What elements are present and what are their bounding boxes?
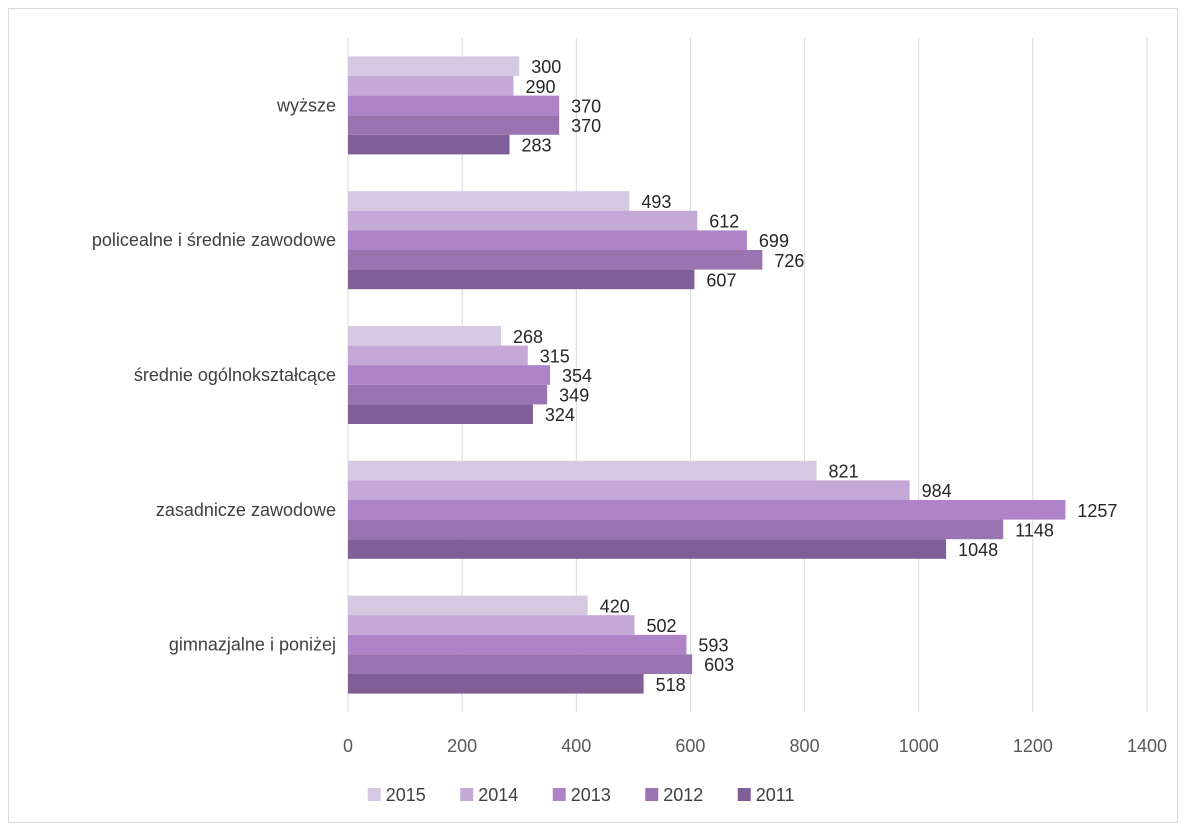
bar-2014 [348, 76, 514, 96]
bar-2015 [348, 191, 630, 211]
data-label: 290 [526, 77, 556, 97]
category-labels: wyższe policealne i średnie zawodowe średn… [92, 95, 336, 654]
x-tick-label: 1000 [899, 736, 939, 756]
bar-2012 [348, 654, 693, 674]
bar-2011 [348, 404, 533, 424]
data-label: 518 [656, 675, 686, 695]
legend-swatch [552, 788, 566, 801]
category-label: średnie ogólnokształcące [134, 365, 336, 385]
bar-2013 [348, 634, 687, 655]
data-label: 612 [709, 212, 739, 232]
data-label: 349 [559, 386, 589, 406]
data-label: 603 [704, 655, 734, 675]
data-label: 1048 [958, 540, 998, 560]
legend-swatch [460, 788, 474, 801]
bar-2011 [348, 134, 510, 155]
legend-label: 2015 [386, 785, 426, 805]
bar-2013 [348, 365, 551, 385]
data-label: 300 [531, 57, 561, 77]
data-label: 593 [698, 636, 728, 656]
data-label: 984 [922, 481, 952, 501]
data-label: 283 [522, 136, 552, 156]
data-label: 420 [600, 596, 630, 616]
x-tick-label: 1200 [1013, 736, 1053, 756]
legend-label: 2011 [756, 785, 795, 805]
data-label: 502 [646, 616, 676, 636]
category-label: wyższe [276, 95, 336, 115]
data-labels: 3002903703702834936126997266072683153543… [513, 57, 1117, 695]
legend-swatch [367, 788, 381, 801]
bar-2013 [348, 95, 560, 116]
data-label: 268 [513, 327, 543, 347]
data-label: 354 [562, 366, 592, 386]
legend-label: 2013 [571, 785, 611, 805]
data-label: 1257 [1077, 501, 1117, 521]
bar-2014 [348, 210, 698, 231]
legend-swatch [645, 788, 659, 801]
data-label: 607 [706, 270, 736, 290]
legend-label: 2012 [663, 785, 703, 805]
category-label: gimnazjalne i poniżej [169, 635, 336, 655]
data-label: 726 [774, 251, 804, 271]
bar-2012 [348, 384, 548, 405]
legend-label: 2014 [478, 785, 518, 805]
x-tick-label: 1400 [1127, 736, 1167, 756]
legend: 2015 2014 2013 2012 2011 [367, 785, 795, 805]
bar-2012 [348, 115, 560, 135]
bar-2014 [348, 480, 910, 500]
data-label: 324 [545, 405, 575, 425]
x-tick-label: 400 [561, 736, 591, 756]
bar-2015 [348, 595, 588, 616]
bar-2011 [348, 539, 947, 559]
x-tick-label: 0 [343, 736, 353, 756]
data-label: 315 [540, 346, 570, 366]
bar-2015 [348, 460, 817, 481]
category-label: zasadnicze zawodowe [156, 500, 336, 520]
bar-2012 [348, 250, 763, 270]
x-tick-label: 600 [675, 736, 705, 756]
data-label: 370 [571, 116, 601, 136]
data-label: 493 [641, 192, 671, 212]
bar-2014 [348, 615, 635, 635]
bar-2013 [348, 230, 747, 250]
x-tick-label: 800 [790, 736, 820, 756]
data-label: 1148 [1015, 520, 1054, 540]
data-label: 821 [829, 462, 859, 482]
x-tick-label: 200 [447, 736, 477, 756]
bar-2012 [348, 519, 1004, 540]
bar-2015 [348, 56, 520, 76]
bar-2014 [348, 345, 528, 366]
tick-labels: 0 200 400 600 800 1000 1200 1400 [343, 736, 1167, 756]
bar-2011 [348, 674, 644, 694]
bar-2015 [348, 326, 501, 346]
bars [348, 56, 1066, 694]
bar-2013 [348, 500, 1066, 520]
data-label: 370 [571, 96, 601, 116]
bar-2011 [348, 269, 695, 290]
data-label: 699 [759, 231, 789, 251]
legend-swatch [737, 788, 751, 801]
category-label: policealne i średnie zawodowe [92, 230, 336, 250]
